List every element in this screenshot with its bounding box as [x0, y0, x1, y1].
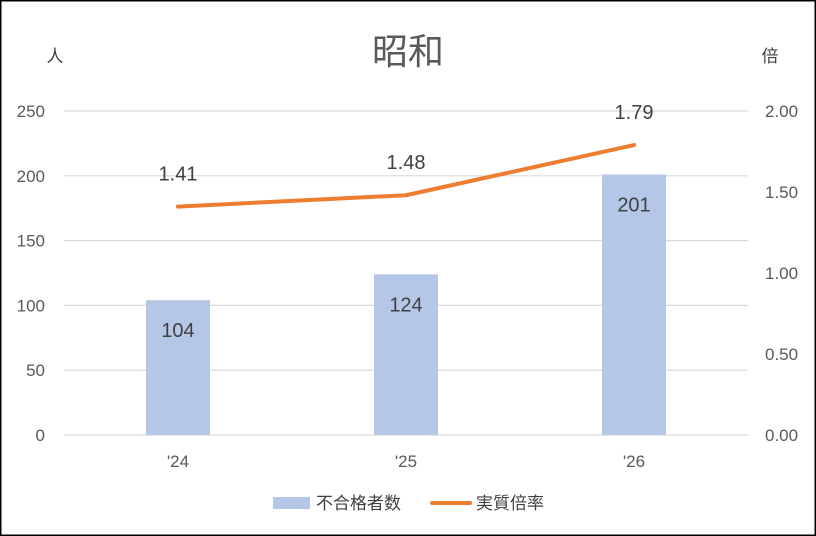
x-axis-tick-label: '25	[395, 452, 417, 471]
legend: 不合格者数 実質倍率	[273, 494, 544, 513]
chart-title: 昭和	[372, 31, 444, 72]
line-point	[404, 193, 408, 198]
line-point	[632, 143, 636, 148]
line-data-label: 1.41	[159, 164, 198, 186]
left-axis-unit-label: 人	[47, 47, 64, 66]
right-axis-tick-label: 1.00	[765, 264, 798, 283]
bar	[374, 274, 438, 435]
left-axis-tick-label: 150	[17, 232, 45, 251]
legend-label-bar: 不合格者数	[316, 494, 401, 513]
line-point	[176, 204, 180, 209]
right-axis-tick-label: 0.50	[765, 345, 798, 364]
left-axis-tick-label: 0	[36, 426, 45, 445]
left-axis-ticks: 0 50 100 150 200 250	[17, 102, 45, 445]
left-axis-tick-label: 100	[17, 296, 45, 315]
x-axis-tick-label: '26	[623, 452, 645, 471]
x-axis-ticks: '24 '25 '26	[167, 452, 645, 471]
left-axis-tick-label: 250	[17, 102, 45, 121]
line-series	[176, 143, 636, 209]
left-axis-tick-label: 200	[17, 167, 45, 186]
right-axis-ticks: 0.00 0.50 1.00 1.50 2.00	[765, 102, 798, 445]
bar	[602, 174, 666, 435]
bar-data-label: 124	[389, 294, 422, 316]
legend-swatch-bar	[273, 497, 310, 509]
right-axis-tick-label: 0.00	[765, 426, 798, 445]
line-data-labels: 1.41 1.48 1.79	[159, 102, 654, 186]
x-axis-tick-label: '24	[167, 452, 189, 471]
left-axis-tick-label: 50	[26, 361, 45, 380]
bar-data-label: 201	[617, 195, 650, 217]
right-axis-tick-label: 1.50	[765, 183, 798, 202]
bar-series	[146, 174, 666, 435]
legend-label-line: 実質倍率	[476, 494, 544, 513]
right-axis-tick-label: 2.00	[765, 102, 798, 121]
bar	[146, 300, 210, 435]
bar-data-labels: 104 124 201	[161, 195, 650, 343]
line-data-label: 1.48	[387, 152, 426, 174]
right-axis-unit-label: 倍	[762, 47, 779, 66]
bar-data-label: 104	[161, 320, 194, 342]
line-data-label: 1.79	[615, 102, 654, 124]
